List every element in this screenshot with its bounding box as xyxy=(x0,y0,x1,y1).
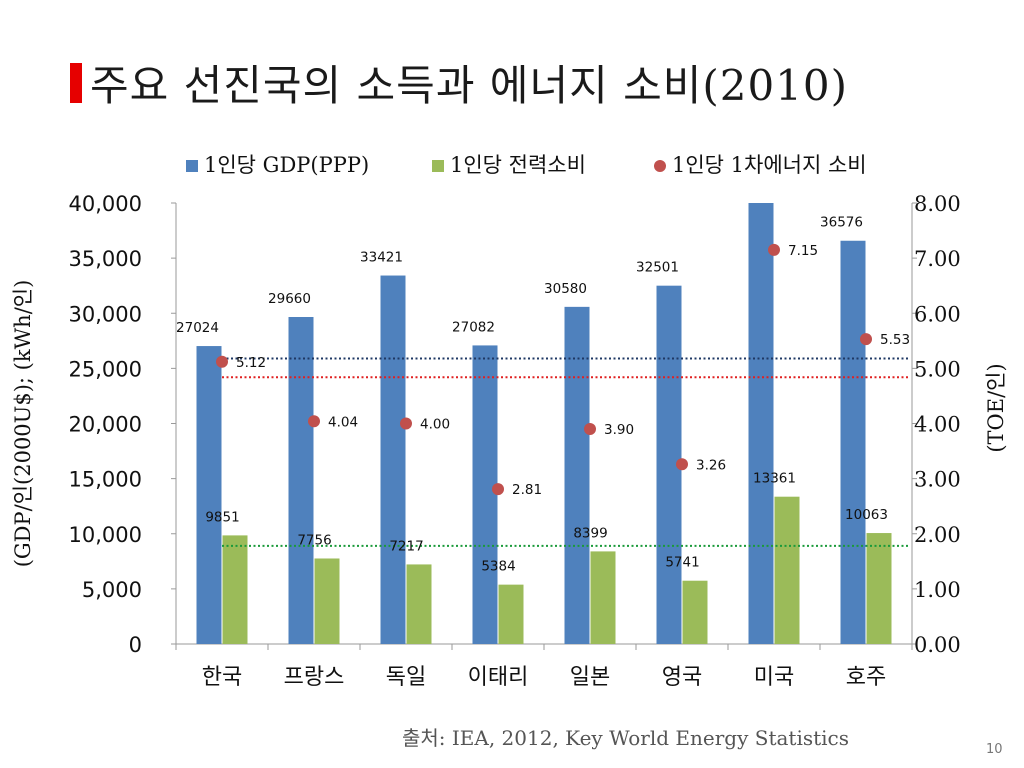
right-tick-label: 3.00 xyxy=(914,468,961,492)
elec-value-label: 5741 xyxy=(665,555,699,571)
elec-bar xyxy=(590,551,616,644)
legend-swatch xyxy=(432,160,444,172)
y2-axis-title: (TOE/인) xyxy=(984,363,1008,452)
left-tick-label: 10,000 xyxy=(69,523,142,547)
elec-bar xyxy=(498,584,524,644)
left-tick-label: 35,000 xyxy=(69,247,142,271)
gdp-value-label: 33421 xyxy=(360,250,403,266)
gdp-value-label: 32501 xyxy=(636,260,679,276)
legend-swatch xyxy=(186,160,198,172)
gdp-value-label: 27024 xyxy=(176,320,219,336)
gdp-value-label: 27082 xyxy=(452,319,495,335)
right-tick-label: 2.00 xyxy=(914,523,961,547)
toe-value-label: 7.15 xyxy=(788,243,818,259)
left-tick-label: 0 xyxy=(129,633,142,657)
right-tick-label: 0.00 xyxy=(914,633,961,657)
gdp-value-label: 30580 xyxy=(544,281,587,297)
toe-marker xyxy=(492,483,504,496)
legend-label: 1인당 전력소비 xyxy=(450,153,586,177)
slide-title: 주요 선진국의 소득과 에너지 소비(2010) xyxy=(90,61,849,110)
toe-marker xyxy=(584,423,596,436)
x-category-label: 프랑스 xyxy=(284,665,345,690)
gdp-bar xyxy=(564,306,590,644)
gdp-bar xyxy=(288,316,314,644)
toe-value-label: 2.81 xyxy=(512,482,542,498)
elec-bar xyxy=(406,564,432,644)
elec-value-label: 7756 xyxy=(297,532,331,548)
elec-value-label: 5384 xyxy=(481,559,515,575)
gdp-bar xyxy=(196,346,222,644)
toe-marker xyxy=(216,355,228,368)
gdp-bar xyxy=(840,240,866,644)
right-tick-label: 5.00 xyxy=(914,357,961,381)
toe-marker xyxy=(308,415,320,428)
right-tick-label: 6.00 xyxy=(914,302,961,326)
x-category-label: 호주 xyxy=(846,665,886,690)
toe-marker xyxy=(400,417,412,430)
elec-bar xyxy=(682,580,708,644)
left-tick-label: 5,000 xyxy=(82,578,142,602)
x-category-label: 한국 xyxy=(202,665,242,690)
right-tick-label: 8.00 xyxy=(914,192,961,216)
toe-value-label: 4.00 xyxy=(420,417,450,433)
right-tick-label: 4.00 xyxy=(914,413,961,437)
toe-value-label: 3.90 xyxy=(604,422,634,438)
elec-value-label: 10063 xyxy=(845,507,888,523)
toe-value-label: 5.53 xyxy=(880,332,910,348)
legend-label: 1인당 1차에너지 소비 xyxy=(672,153,867,177)
elec-bar xyxy=(774,496,800,644)
elec-bar xyxy=(866,533,892,644)
gdp-value-label: 29660 xyxy=(268,291,311,307)
toe-value-label: 4.04 xyxy=(328,414,358,430)
elec-bar xyxy=(222,535,248,644)
right-tick-label: 1.00 xyxy=(914,578,961,602)
elec-bar xyxy=(314,558,340,644)
slide-title-area: 주요 선진국의 소득과 에너지 소비(2010) xyxy=(70,52,848,113)
x-category-label: 독일 xyxy=(386,665,426,690)
left-tick-label: 40,000 xyxy=(69,192,142,216)
toe-value-label: 3.26 xyxy=(696,457,726,473)
gdp-value-label: 36576 xyxy=(820,215,863,231)
elec-value-label: 9851 xyxy=(205,509,239,525)
y-axis-title: (GDP/인(2000U$); (kWh/인) xyxy=(11,280,35,568)
elec-value-label: 13361 xyxy=(753,471,796,487)
gdp-bar xyxy=(380,275,406,644)
toe-value-label: 5.12 xyxy=(236,355,266,371)
toe-marker xyxy=(676,458,688,471)
source-note: 출처: IEA, 2012, Key World Energy Statisti… xyxy=(402,726,850,750)
toe-marker xyxy=(768,243,780,256)
legend-label: 1인당 GDP(PPP) xyxy=(204,153,369,177)
x-category-label: 영국 xyxy=(662,665,702,690)
page-number: 10 xyxy=(986,742,1003,757)
elec-value-label: 8399 xyxy=(573,525,607,541)
left-tick-label: 30,000 xyxy=(69,302,142,326)
elec-value-label: 7217 xyxy=(389,538,423,554)
x-category-label: 미국 xyxy=(754,665,794,690)
left-tick-label: 20,000 xyxy=(69,413,142,437)
x-category-label: 일본 xyxy=(570,665,610,690)
left-tick-label: 25,000 xyxy=(69,357,142,381)
right-tick-label: 7.00 xyxy=(914,247,961,271)
title-accent-bar xyxy=(70,62,82,103)
gdp-bar xyxy=(748,203,774,644)
x-category-label: 이태리 xyxy=(468,665,529,690)
gdp-bar xyxy=(472,345,498,644)
left-tick-label: 15,000 xyxy=(69,468,142,492)
legend-swatch xyxy=(654,160,666,172)
toe-marker xyxy=(860,333,872,346)
